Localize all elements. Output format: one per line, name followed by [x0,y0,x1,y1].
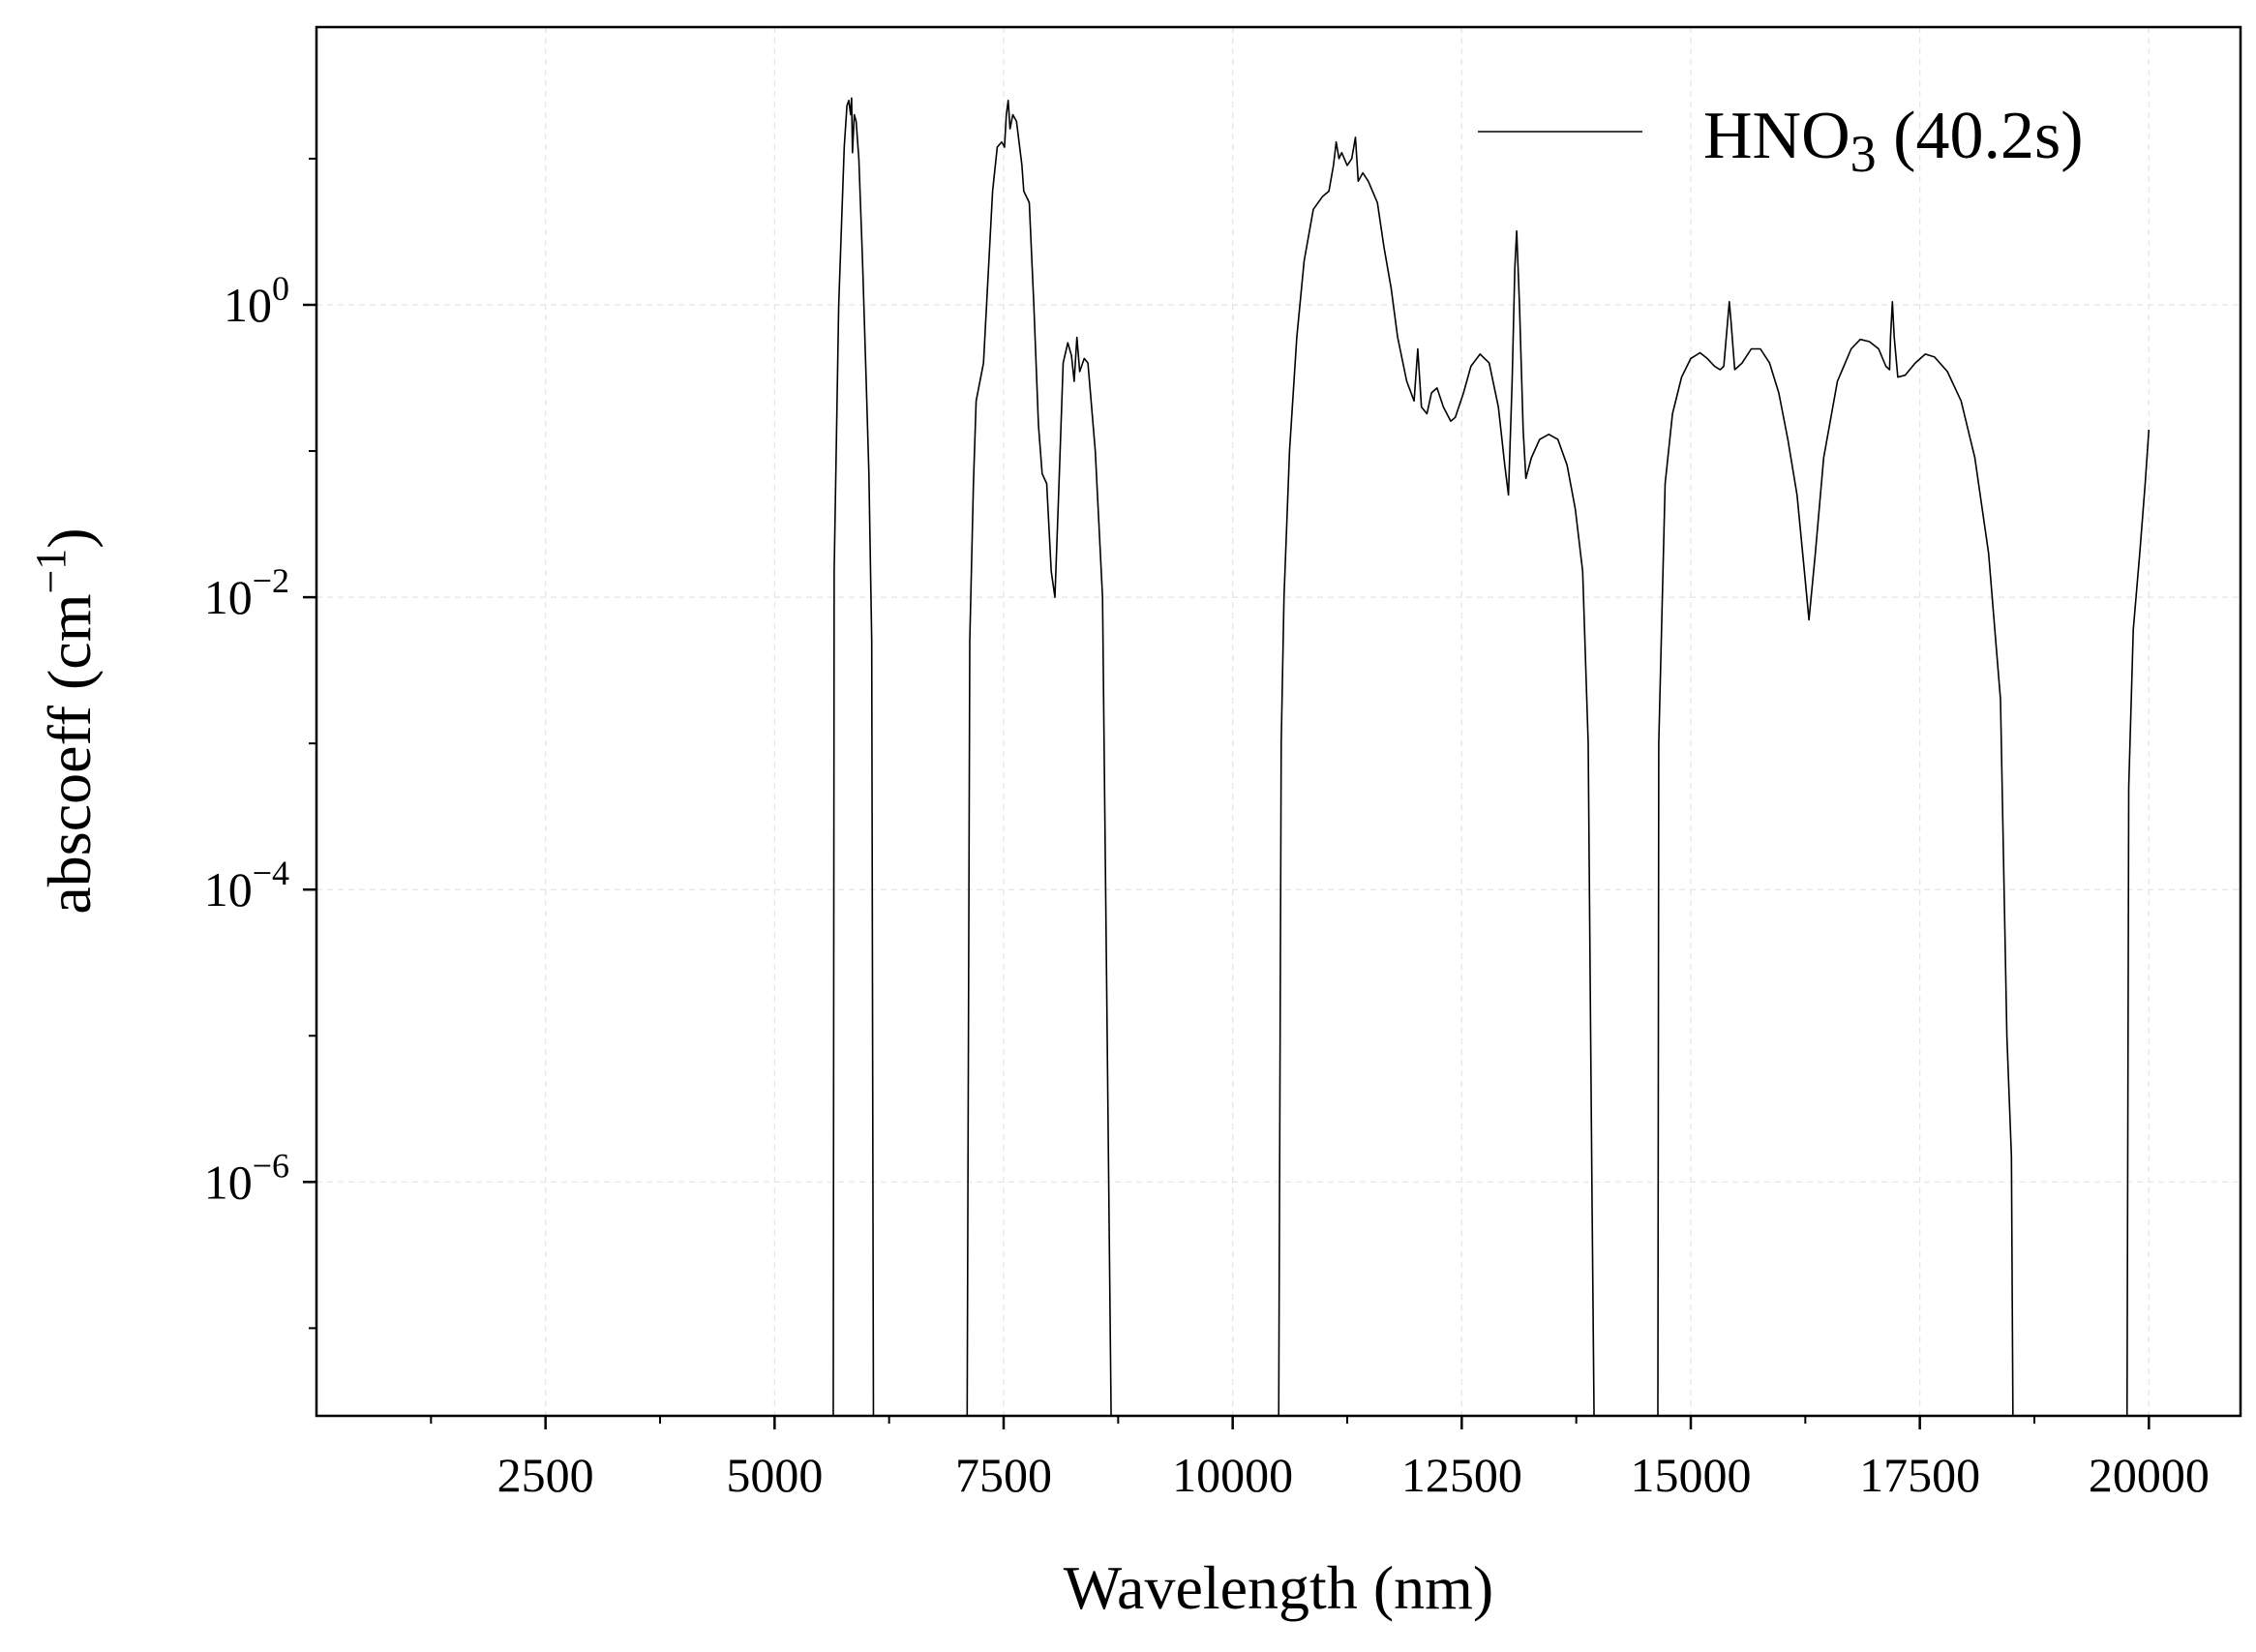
series-line-hno3-band-2 [1278,136,1595,1416]
legend-label-hno3: HNO3 (40.2s) [1703,99,2084,183]
series-layer [832,97,2151,1416]
y-tick-label: 100 [224,269,289,332]
x-axis: 2500 5000 7500 10000 12500 15000 17500 20000 [430,1416,2210,1502]
x-tick-label: 2500 [497,1448,594,1502]
y-tick-label: 10−4 [204,854,289,916]
y-tick-label: 10−6 [204,1146,289,1209]
x-tick-label: 10000 [1172,1448,1293,1502]
x-tick-label: 5000 [726,1448,823,1502]
y-axis: 100 10−2 10−4 10−6 [204,157,316,1330]
x-tick-label: 17500 [1859,1448,1980,1502]
x-tick-label: 12500 [1401,1448,1522,1502]
x-tick-label: 15000 [1631,1448,1752,1502]
grid [316,27,2241,1416]
x-tick-label: 7500 [955,1448,1052,1502]
x-axis-label: Wavelength (nm) [1064,1553,1493,1622]
y-axis-label: abscoeff (cm−1) [27,527,104,914]
series-line-hno3-band-0 [832,97,875,1416]
y-tick-label: 10−2 [204,561,289,624]
x-tick-label: 20000 [2089,1448,2210,1502]
series-line-hno3-band-4 [2125,429,2151,1416]
series-line-hno3-band-3 [1657,301,2014,1416]
plot-frame [315,25,2242,1418]
legend: HNO3 (40.2s) [1478,99,2084,183]
series-line-hno3-band-1 [966,100,1112,1416]
